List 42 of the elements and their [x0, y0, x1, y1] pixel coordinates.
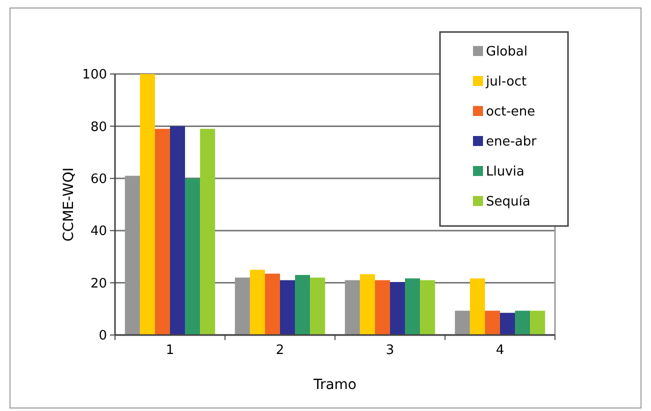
- bar: [454, 310, 470, 335]
- bar: [390, 282, 406, 335]
- x-tick-label: 3: [386, 343, 394, 358]
- bar: [185, 178, 200, 335]
- x-tick-label: 4: [496, 343, 504, 358]
- bar: [530, 310, 546, 335]
- bar: [154, 128, 170, 335]
- bar: [310, 278, 326, 335]
- bar: [124, 176, 140, 335]
- bar: [295, 274, 310, 335]
- bar: [200, 128, 216, 335]
- y-tick-label: 80: [90, 120, 107, 135]
- y-tick-label: 20: [90, 276, 107, 292]
- bar: [420, 280, 436, 335]
- bar: [405, 278, 420, 335]
- legend-label: Lluvia: [486, 164, 524, 180]
- legend-label: oct-ene: [486, 104, 536, 120]
- bar: [234, 278, 250, 335]
- bar: [140, 74, 155, 335]
- legend-label: jul-oct: [485, 74, 527, 90]
- x-tick-label: 1: [166, 343, 174, 358]
- bar: [470, 278, 485, 335]
- bar: [170, 126, 186, 335]
- legend-label: Sequía: [486, 194, 530, 210]
- x-tick-label: 2: [276, 343, 284, 358]
- bar: [515, 310, 530, 335]
- legend-label: Global: [486, 44, 528, 60]
- bar: [280, 280, 296, 335]
- bar: [264, 274, 280, 335]
- bar: [250, 270, 265, 335]
- x-axis-title: Tramo: [312, 377, 357, 393]
- bar: [484, 310, 500, 335]
- y-tick-label: 100: [82, 68, 107, 83]
- bar: [360, 274, 375, 335]
- bar: [344, 280, 360, 335]
- y-tick-label: 0: [98, 328, 107, 344]
- bar: [374, 280, 390, 335]
- y-tick-label: 60: [90, 172, 107, 187]
- bar: [500, 312, 516, 335]
- y-tick-label: 40: [90, 224, 107, 240]
- legend-label: ene-abr: [486, 134, 538, 150]
- y-axis-title: CCME-WQI: [61, 168, 77, 242]
